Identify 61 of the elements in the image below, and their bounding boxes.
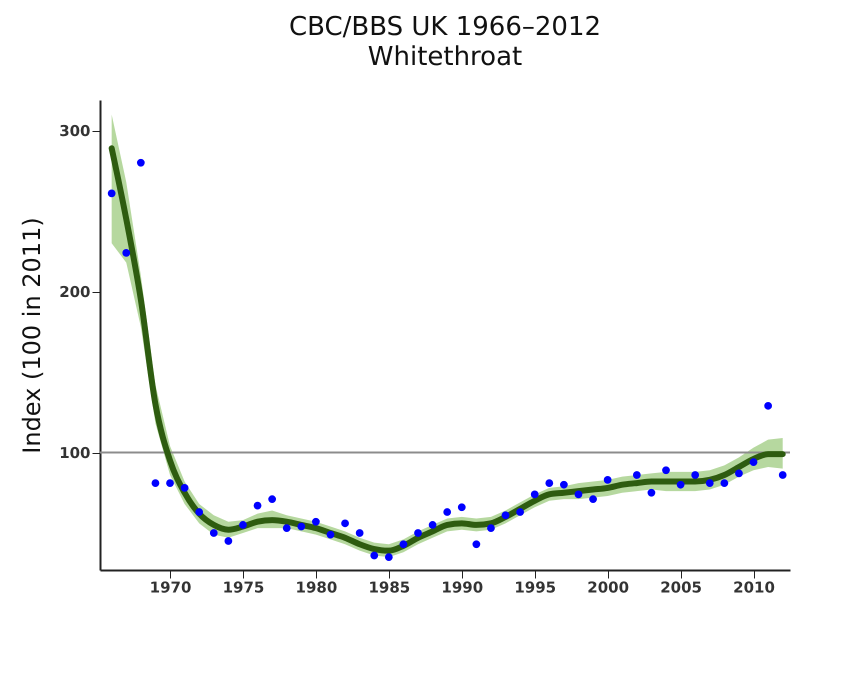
point — [210, 529, 218, 537]
x-tick-label: 1970 — [150, 578, 192, 596]
point — [502, 511, 510, 520]
point — [458, 503, 466, 512]
y-tick-label: 200 — [59, 283, 90, 302]
point — [574, 490, 582, 498]
x-tick-label: 2005 — [660, 578, 702, 596]
point — [297, 522, 306, 530]
point — [676, 480, 684, 489]
point — [428, 521, 436, 529]
point — [589, 495, 597, 504]
chart-title: CBC/BBS UK 1966–2012 — [288, 12, 602, 42]
point — [487, 524, 495, 532]
x-tick-label: 1985 — [368, 578, 410, 596]
point — [604, 476, 612, 484]
point — [443, 508, 452, 516]
x-tick-label: 1975 — [222, 578, 264, 596]
point — [108, 189, 116, 198]
y-tick-label: 300 — [59, 122, 90, 140]
point — [735, 470, 743, 478]
point — [180, 484, 188, 492]
point — [778, 471, 787, 479]
point — [516, 508, 524, 516]
point — [750, 458, 758, 466]
point — [326, 530, 334, 538]
point — [472, 540, 480, 548]
x-tick-label: 2010 — [733, 578, 775, 596]
x-tick-label: 2000 — [587, 578, 630, 596]
point — [152, 479, 160, 487]
point — [224, 537, 232, 545]
point — [414, 529, 422, 537]
point — [706, 479, 714, 487]
y-axis-title: Index (100 in 2011) — [18, 217, 46, 454]
point — [720, 479, 728, 487]
point — [384, 553, 393, 561]
point — [400, 540, 408, 548]
point — [268, 495, 276, 504]
point — [545, 479, 554, 487]
y-tick-label: 100 — [59, 444, 90, 462]
point — [282, 524, 291, 532]
x-tick-label: 1990 — [441, 578, 484, 596]
point — [356, 529, 364, 537]
point — [370, 552, 378, 560]
point — [648, 488, 656, 497]
point — [254, 502, 262, 510]
point — [632, 471, 641, 479]
point — [662, 466, 670, 474]
x-tick-label: 1980 — [296, 578, 338, 596]
point — [764, 402, 772, 410]
point — [195, 508, 204, 516]
point — [122, 249, 130, 257]
point — [312, 518, 320, 526]
point — [691, 471, 700, 479]
point — [239, 521, 247, 529]
point — [166, 479, 174, 487]
chart-subtitle: Whitethroat — [368, 42, 522, 72]
point — [560, 480, 568, 489]
x-tick-label: 1995 — [514, 578, 556, 596]
point — [530, 490, 539, 498]
point — [136, 158, 145, 167]
point — [341, 519, 349, 528]
